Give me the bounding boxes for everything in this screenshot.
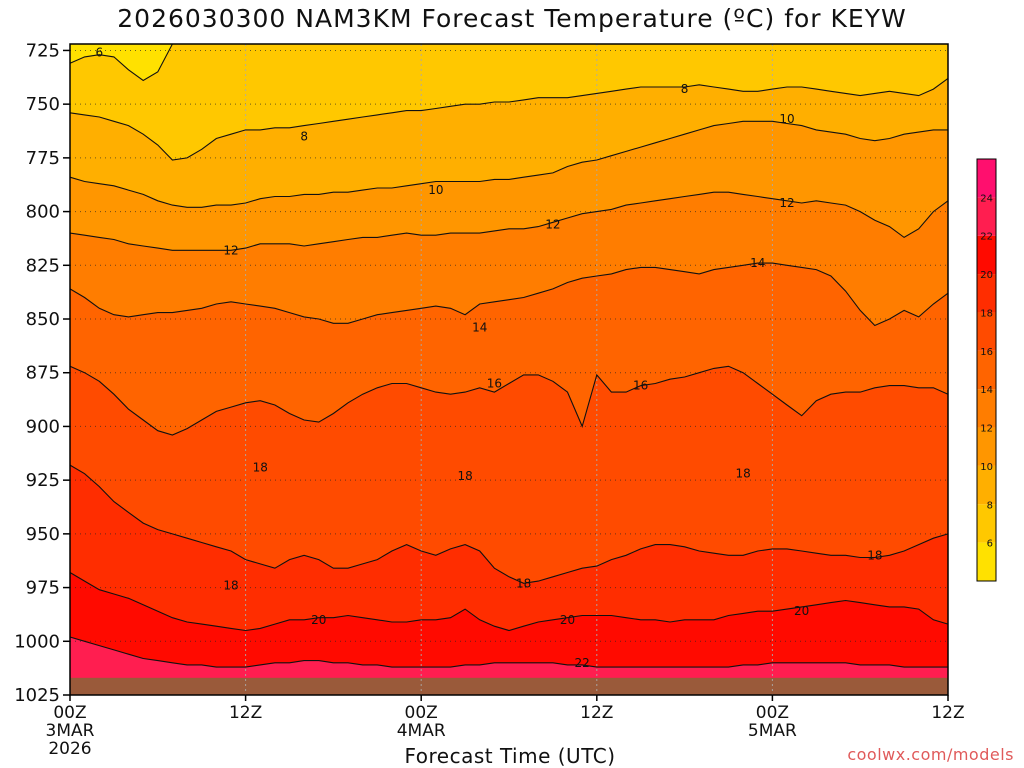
- colorbar-segment: [977, 312, 996, 351]
- colorbar-label: 8: [987, 500, 993, 511]
- contour-label: 8: [681, 82, 689, 96]
- colorbar-segment: [977, 159, 996, 198]
- contour-label: 20: [560, 613, 575, 627]
- colorbar-label: 14: [980, 385, 993, 396]
- x-tick-label: 00Z: [756, 703, 789, 723]
- plot-area: 6 8 8 10 10 12 12 12 14 14 16 16 18 18 18 18 18 18 20 20 20 2…: [69, 43, 949, 696]
- x-tick-label: 00Z: [53, 703, 86, 723]
- colorbar-label: 18: [980, 308, 993, 319]
- colorbar-frame: [976, 158, 997, 582]
- x-tick-label: 12Z: [229, 703, 262, 723]
- contour-label: 10: [428, 183, 443, 197]
- x-tick-sublabel: 3MAR: [46, 721, 95, 741]
- credit-link[interactable]: coolwx.com/models: [847, 745, 1014, 764]
- contour-label: 14: [750, 256, 765, 270]
- contour-line-14: [69, 262, 949, 327]
- contour-line-20: [69, 572, 949, 632]
- x-tick-sublabel: 4MAR: [397, 721, 446, 741]
- colorbar-label: 10: [980, 462, 993, 473]
- colorbar-label: 20: [980, 270, 993, 281]
- x-tick-sublabel: 2026: [48, 739, 91, 759]
- contour-label: 14: [472, 321, 487, 335]
- y-tick-label: 925: [26, 470, 60, 491]
- y-tick-label: 875: [26, 363, 60, 384]
- y-tick-label: 825: [26, 255, 60, 276]
- colorbar-label: 6: [987, 539, 993, 550]
- y-tick-label: 850: [26, 309, 60, 330]
- colorbar-segment: [977, 542, 996, 581]
- colorbar-segment: [977, 427, 996, 466]
- colorbar-label: 24: [980, 193, 993, 204]
- contour-label: 18: [223, 578, 238, 592]
- contour-label: 16: [633, 379, 648, 393]
- colorbar-segment: [977, 350, 996, 390]
- contour-line-22: [69, 636, 948, 668]
- y-tick-label: 1025: [14, 685, 60, 706]
- colorbar: 6 8 10 12 14 16 18 20 22 24: [976, 158, 997, 582]
- contour-label: 6: [95, 46, 103, 60]
- colorbar-segment: [977, 274, 996, 313]
- contour-label: 16: [487, 376, 502, 390]
- contour-label: 20: [311, 613, 326, 627]
- y-tick-label: 750: [26, 94, 60, 115]
- contour-label: 18: [867, 548, 882, 562]
- contour-label: 12: [223, 243, 238, 257]
- contour-label: 20: [794, 604, 809, 618]
- colorbar-segment: [977, 389, 996, 428]
- contour-line-8: [69, 77, 949, 161]
- axes: 7257507758008258508759009259509751000102…: [14, 40, 964, 759]
- contour-line-16: [69, 365, 949, 436]
- contour-label: 22: [575, 656, 590, 670]
- contour-label: 8: [300, 129, 308, 143]
- colorbar-segment: [977, 235, 996, 275]
- y-tick-label: 900: [26, 416, 60, 437]
- chart-title: 2026030300 NAM3KM Forecast Temperature (…: [117, 4, 907, 33]
- contour-label: 18: [253, 460, 268, 474]
- contour-label: 18: [735, 467, 750, 481]
- colorbar-segment: [977, 465, 996, 505]
- colorbar-label: 22: [980, 232, 993, 243]
- plot-frame: [69, 43, 949, 696]
- y-tick-label: 950: [26, 524, 60, 545]
- y-tick-label: 775: [26, 148, 60, 169]
- contour-label: 12: [545, 217, 560, 231]
- x-tick-label: 00Z: [405, 703, 438, 723]
- x-axis-title: Forecast Time (UTC): [404, 744, 616, 768]
- contour-label: 10: [779, 112, 794, 126]
- contour-line-10: [69, 120, 948, 208]
- colorbar-segment: [977, 504, 996, 543]
- ground-strip: [70, 677, 948, 695]
- colorbar-segment: [977, 197, 996, 236]
- contour-label: 18: [516, 576, 531, 590]
- contour-line-18: [69, 464, 949, 584]
- x-tick-label: 12Z: [931, 703, 964, 723]
- x-tick-sublabel: 5MAR: [748, 721, 797, 741]
- colorbar-label: 12: [980, 424, 993, 435]
- contour-label: 12: [779, 196, 794, 210]
- x-tick-label: 12Z: [580, 703, 613, 723]
- contour-label: 18: [457, 469, 472, 483]
- y-tick-label: 800: [26, 202, 60, 223]
- y-tick-label: 975: [26, 578, 60, 599]
- contour-line-12: [69, 191, 949, 251]
- y-tick-label: 725: [26, 40, 60, 61]
- colorbar-label: 16: [980, 347, 993, 358]
- y-tick-label: 1000: [14, 631, 60, 652]
